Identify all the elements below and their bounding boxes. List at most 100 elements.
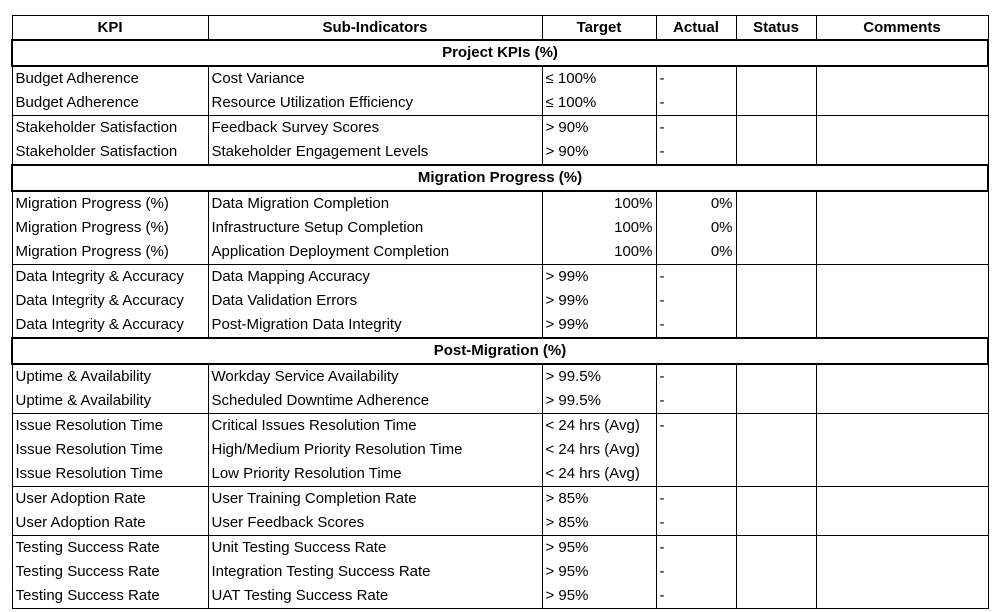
- comments-cell: [815, 264, 989, 289]
- status-cell: [735, 389, 817, 414]
- table-row: Testing Success Rate UAT Testing Success …: [11, 584, 989, 609]
- target-cell: ≤ 100%: [541, 65, 657, 91]
- section-header-row: Post-Migration (%): [11, 337, 989, 365]
- actual-cell: -: [655, 511, 737, 536]
- actual-cell: [655, 462, 737, 487]
- status-cell: [735, 216, 817, 240]
- comments-cell: [815, 115, 989, 140]
- table-row: Testing Success Rate Unit Testing Success…: [11, 535, 989, 560]
- sub-indicator-cell: Application Deployment Completion: [207, 240, 543, 265]
- sub-indicator-cell: Unit Testing Success Rate: [207, 535, 543, 560]
- table-row: Issue Resolution Time High/Medium Priorit…: [11, 438, 989, 462]
- actual-cell: -: [655, 289, 737, 313]
- status-cell: [735, 462, 817, 487]
- target-cell: > 99%: [541, 289, 657, 313]
- status-cell: [735, 91, 817, 116]
- sub-indicator-cell: Critical Issues Resolution Time: [207, 413, 543, 438]
- table-row: Migration Progress (%) Infrastructure Set…: [11, 216, 989, 240]
- target-cell: > 99%: [541, 313, 657, 339]
- actual-cell: -: [655, 363, 737, 389]
- status-cell: [735, 413, 817, 438]
- kpi-cell: Data Integrity & Accuracy: [11, 264, 209, 289]
- table-row: Data Integrity & Accuracy Post-Migration …: [11, 313, 989, 339]
- target-cell: > 95%: [541, 584, 657, 609]
- status-cell: [735, 535, 817, 560]
- kpi-table: KPI Sub-Indicators Target Actual Status …: [11, 15, 989, 609]
- target-cell: > 85%: [541, 511, 657, 536]
- table-row: Data Integrity & Accuracy Data Mapping Ac…: [11, 264, 989, 289]
- actual-cell: -: [655, 91, 737, 116]
- comments-cell: [815, 462, 989, 487]
- table-row: Migration Progress (%) Application Deploy…: [11, 240, 989, 265]
- table-row: Issue Resolution Time Low Priority Resolu…: [11, 462, 989, 487]
- kpi-cell: Uptime & Availability: [11, 389, 209, 414]
- actual-cell: -: [655, 264, 737, 289]
- kpi-cell: User Adoption Rate: [11, 511, 209, 536]
- status-cell: [735, 240, 817, 265]
- comments-cell: [815, 140, 989, 166]
- kpi-cell: Data Integrity & Accuracy: [11, 313, 209, 339]
- status-cell: [735, 65, 817, 91]
- target-cell: 100%: [541, 190, 657, 216]
- header-actual: Actual: [655, 15, 737, 41]
- table-row: Budget Adherence Cost Variance ≤ 100% -: [11, 65, 989, 91]
- table-row: User Adoption Rate User Training Completi…: [11, 486, 989, 511]
- actual-cell: -: [655, 115, 737, 140]
- status-cell: [735, 115, 817, 140]
- kpi-cell: Migration Progress (%): [11, 240, 209, 265]
- status-cell: [735, 140, 817, 166]
- table-row: Testing Success Rate Integration Testing …: [11, 560, 989, 584]
- sub-indicator-cell: Post-Migration Data Integrity: [207, 313, 543, 339]
- actual-cell: 0%: [655, 216, 737, 240]
- sub-indicator-cell: Infrastructure Setup Completion: [207, 216, 543, 240]
- status-cell: [735, 363, 817, 389]
- sub-indicator-cell: Data Migration Completion: [207, 190, 543, 216]
- sub-indicator-cell: Data Validation Errors: [207, 289, 543, 313]
- sub-indicator-cell: Data Mapping Accuracy: [207, 264, 543, 289]
- comments-cell: [815, 289, 989, 313]
- kpi-cell: Budget Adherence: [11, 91, 209, 116]
- table-body: Project KPIs (%) Budget Adherence Cost Var…: [11, 39, 989, 609]
- kpi-cell: Stakeholder Satisfaction: [11, 115, 209, 140]
- section-header-row: Project KPIs (%): [11, 39, 989, 67]
- comments-cell: [815, 535, 989, 560]
- section-title: Project KPIs (%): [11, 39, 989, 67]
- sub-indicator-cell: UAT Testing Success Rate: [207, 584, 543, 609]
- sub-indicator-cell: Scheduled Downtime Adherence: [207, 389, 543, 414]
- comments-cell: [815, 216, 989, 240]
- target-cell: > 90%: [541, 140, 657, 166]
- sub-indicator-cell: User Feedback Scores: [207, 511, 543, 536]
- section-header-row: Migration Progress (%): [11, 164, 989, 192]
- actual-cell: 0%: [655, 240, 737, 265]
- actual-cell: 0%: [655, 190, 737, 216]
- sub-indicator-cell: High/Medium Priority Resolution Time: [207, 438, 543, 462]
- comments-cell: [815, 363, 989, 389]
- kpi-cell: Stakeholder Satisfaction: [11, 140, 209, 166]
- sub-indicator-cell: Cost Variance: [207, 65, 543, 91]
- kpi-cell: Testing Success Rate: [11, 560, 209, 584]
- header-comments: Comments: [815, 15, 989, 41]
- comments-cell: [815, 190, 989, 216]
- target-cell: < 24 hrs (Avg): [541, 413, 657, 438]
- header-row: KPI Sub-Indicators Target Actual Status …: [11, 15, 989, 41]
- sub-indicator-cell: Workday Service Availability: [207, 363, 543, 389]
- actual-cell: -: [655, 140, 737, 166]
- status-cell: [735, 313, 817, 339]
- actual-cell: -: [655, 313, 737, 339]
- table-row: Uptime & Availability Scheduled Downtime …: [11, 389, 989, 414]
- actual-cell: -: [655, 413, 737, 438]
- actual-cell: -: [655, 65, 737, 91]
- target-cell: 100%: [541, 240, 657, 265]
- kpi-cell: Testing Success Rate: [11, 584, 209, 609]
- table-row: Issue Resolution Time Critical Issues Res…: [11, 413, 989, 438]
- section-title: Post-Migration (%): [11, 337, 989, 365]
- target-cell: > 99.5%: [541, 389, 657, 414]
- table-row: User Adoption Rate User Feedback Scores > …: [11, 511, 989, 536]
- sub-indicator-cell: Integration Testing Success Rate: [207, 560, 543, 584]
- comments-cell: [815, 560, 989, 584]
- actual-cell: -: [655, 486, 737, 511]
- table-row: Stakeholder Satisfaction Stakeholder Enga…: [11, 140, 989, 166]
- actual-cell: -: [655, 584, 737, 609]
- comments-cell: [815, 91, 989, 116]
- kpi-cell: Testing Success Rate: [11, 535, 209, 560]
